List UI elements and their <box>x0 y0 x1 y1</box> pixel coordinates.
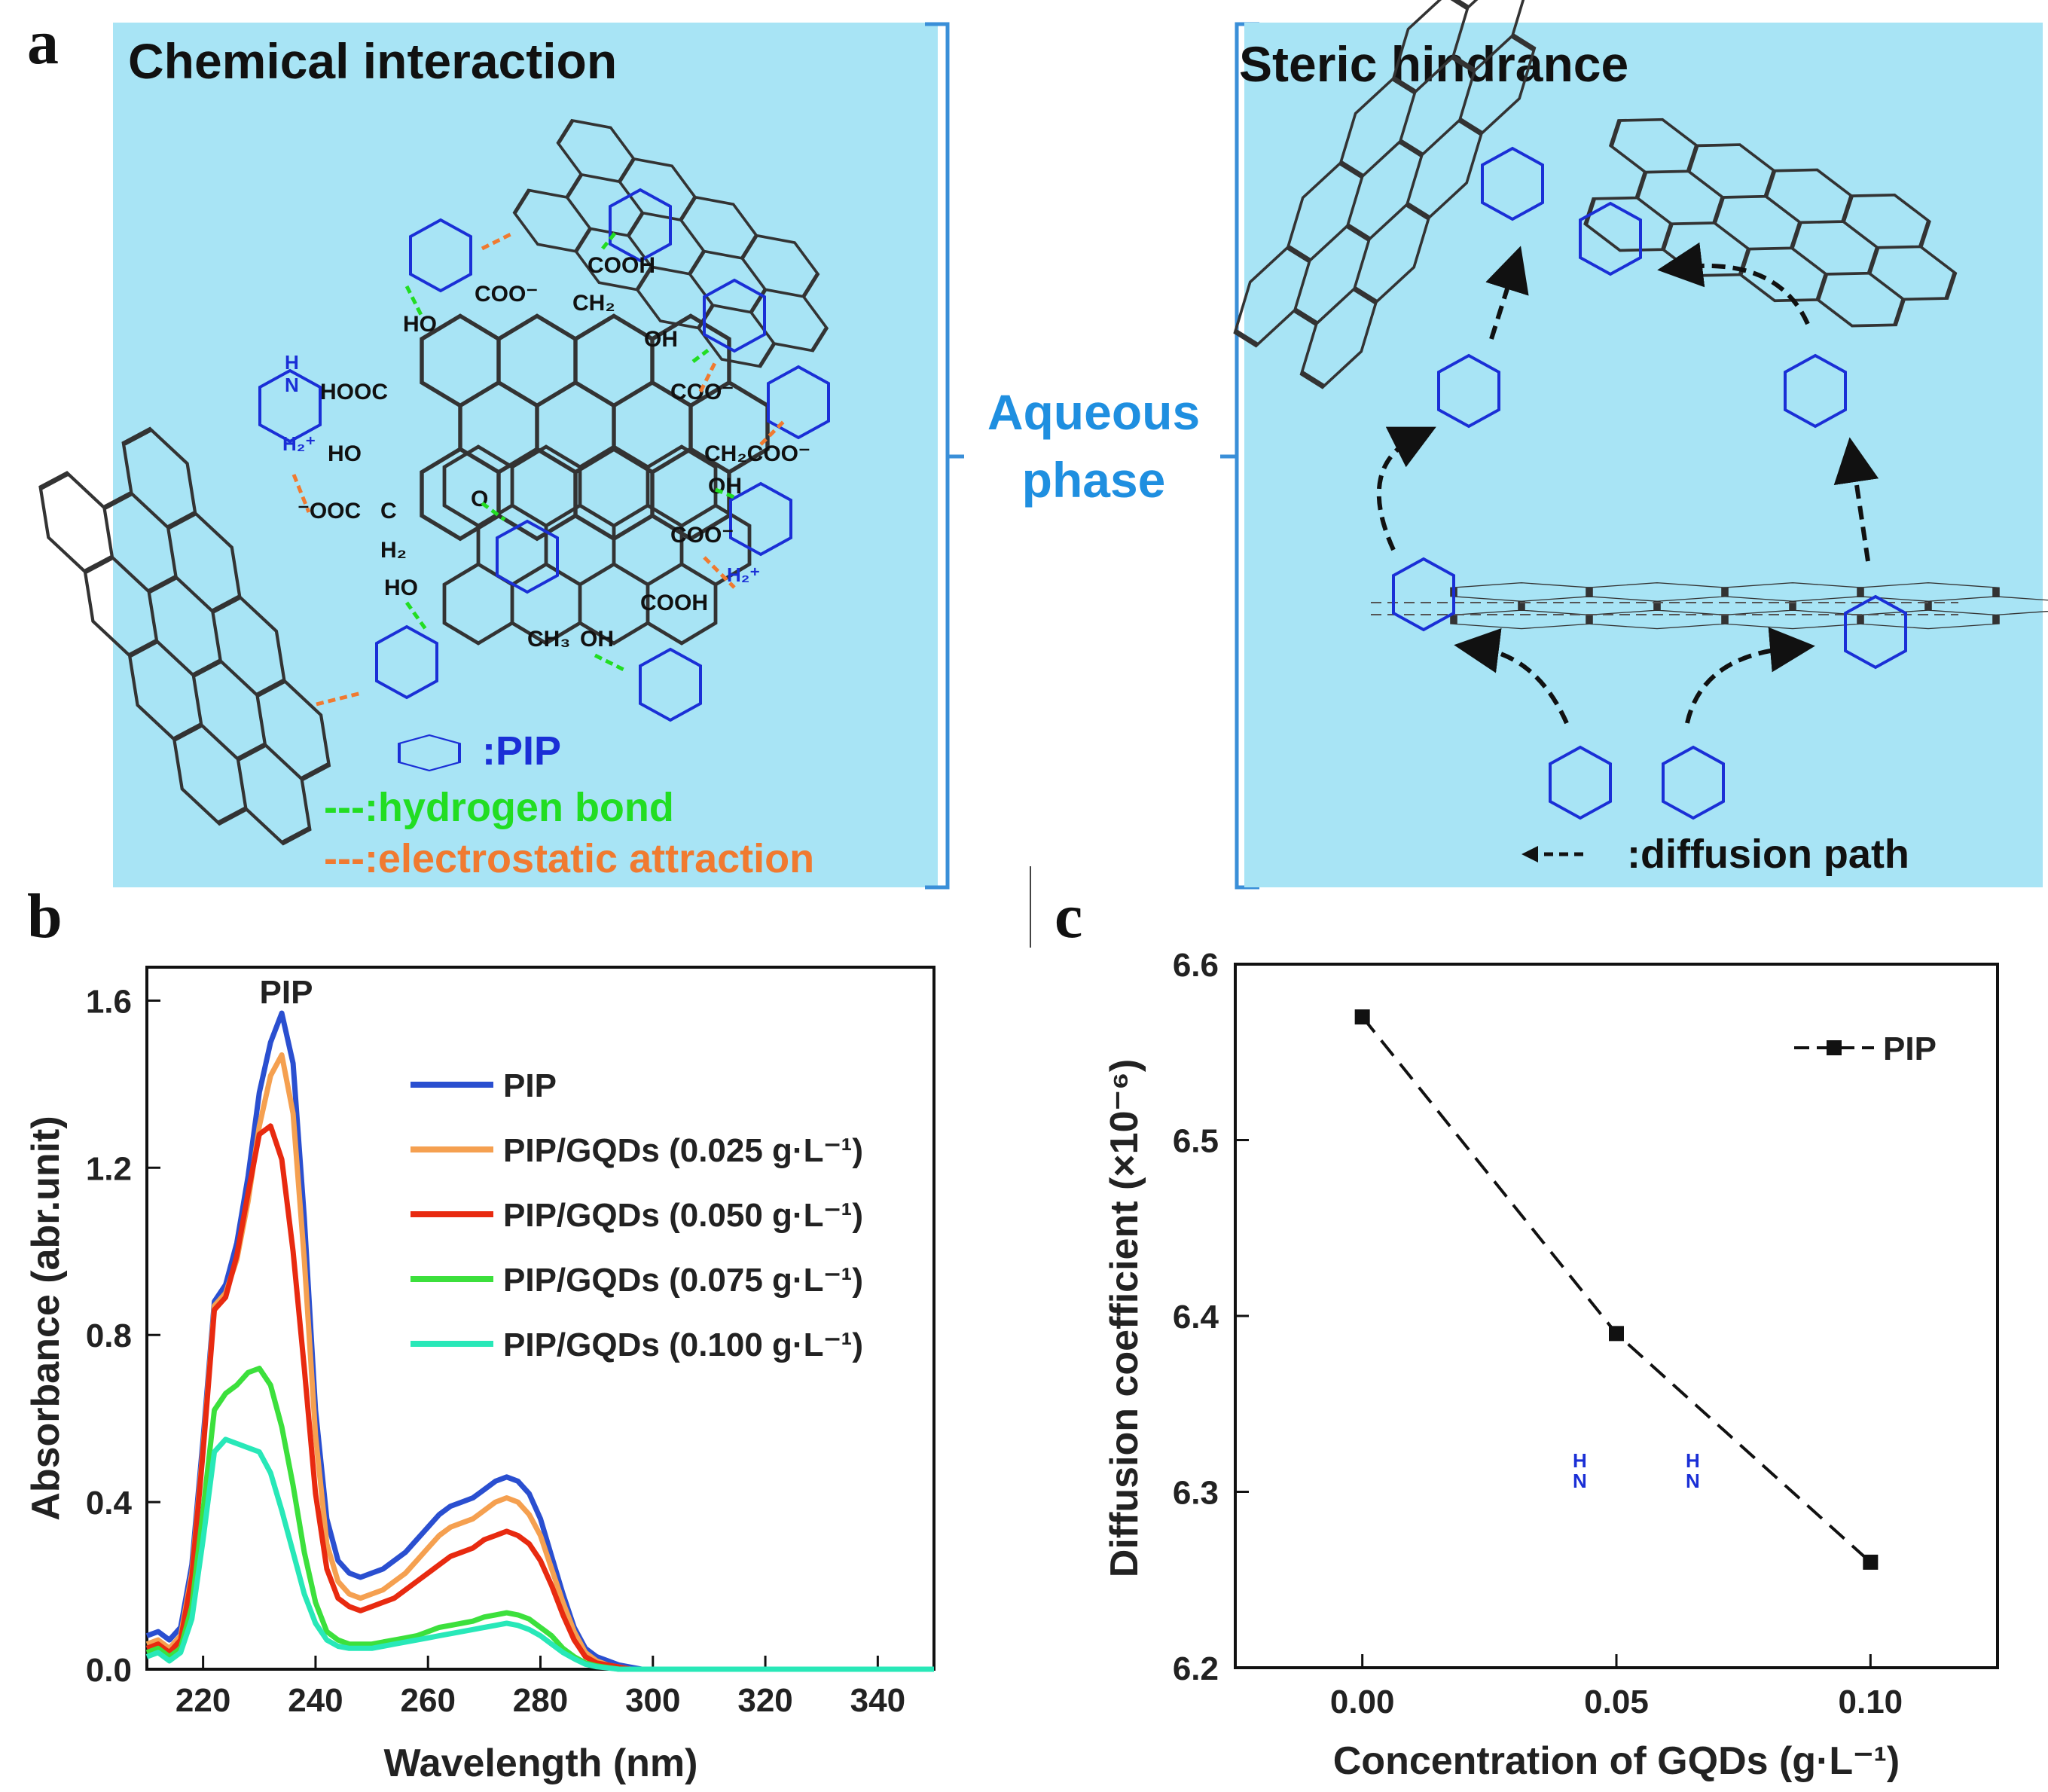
chart-c-xtick-label: 0.05 <box>1584 1684 1649 1720</box>
chart-b-annotation: PIP <box>260 974 313 1011</box>
svg-text:HO: HO <box>384 575 418 600</box>
chart-b-xtick-label: 300 <box>625 1682 680 1719</box>
chart-b-legend-label: PIP/GQDs (0.050 g·L⁻¹) <box>503 1197 863 1234</box>
chart-b-xtick-label: 220 <box>175 1682 230 1719</box>
aqueous-phase-label-2: phase <box>1022 452 1166 508</box>
chart-c-ylabel: Diffusion coefficient (×10⁻⁶) <box>1103 1059 1146 1577</box>
chart-c-ticks: 0.00 0.05 0.10 6.2 6.3 6.4 6.5 6.6 <box>1173 947 1903 1720</box>
chart-b-xtick-label: 260 <box>401 1682 456 1719</box>
svg-text:C: C <box>380 499 397 524</box>
svg-text:OH: OH <box>644 327 678 352</box>
chart-c-series <box>1354 1009 1879 1570</box>
chart-c-ytick-label: 6.5 <box>1173 1123 1219 1160</box>
chart-b-xlabel: Wavelength (nm) <box>384 1742 698 1785</box>
hydrogen-bonds <box>404 228 735 673</box>
chart-c-ytick-label: 6.3 <box>1173 1475 1219 1512</box>
chart-c-ytick-label: 6.6 <box>1173 947 1219 984</box>
svg-text:H₂⁺: H₂⁺ <box>727 563 760 586</box>
chart-b-legend-label: PIP/GQDs (0.100 g·L⁻¹) <box>503 1326 863 1363</box>
svg-text:N: N <box>285 374 299 396</box>
panel-b: b 220 240 260 280 300 320 340 0.0 0.4 0.8 1.2 1.6 P… <box>24 881 935 1785</box>
panel-b-label: b <box>27 881 63 951</box>
svg-text:HOOC: HOOC <box>320 380 388 404</box>
chart-c-legend: PIP <box>1794 1030 1937 1067</box>
svg-text:COOH: COOH <box>640 591 708 615</box>
svg-text:COOH: COOH <box>588 253 655 278</box>
svg-text:OH: OH <box>580 627 614 652</box>
chart-c-legend-label: PIP <box>1883 1030 1937 1067</box>
legend-electrostatic-attraction: ---:electrostatic attraction <box>324 836 814 881</box>
svg-text:COO⁻: COO⁻ <box>475 282 538 307</box>
svg-text:CH₂COO⁻: CH₂COO⁻ <box>704 441 810 466</box>
svg-text:N: N <box>1573 1470 1587 1492</box>
chart-c-legend-marker <box>1827 1040 1842 1055</box>
panel-c: c 0.00 0.05 0.10 6.2 6.3 6.4 6.5 6.6 PIP Concen… <box>1030 866 1999 1783</box>
svg-text:HO: HO <box>403 312 437 337</box>
right-panel-bg <box>1244 23 2043 887</box>
svg-text:H: H <box>1686 1449 1700 1472</box>
chart-c-ytick-label: 6.2 <box>1173 1650 1219 1687</box>
chart-b-legend: PIP PIP/GQDs (0.025 g·L⁻¹) PIP/GQDs (0.050… <box>411 1067 863 1363</box>
svg-text:H: H <box>1573 1449 1587 1472</box>
chart-b-legend-label: PIP/GQDs (0.075 g·L⁻¹) <box>503 1262 863 1299</box>
panel-a-label: a <box>27 8 59 78</box>
chart-b-ytick-label: 1.6 <box>86 983 132 1020</box>
chart-c-series-line <box>1361 1015 1872 1564</box>
chart-c-point <box>1354 1009 1370 1025</box>
chart-b-series <box>145 1010 934 1672</box>
chart-b-ytick-label: 0.4 <box>86 1485 133 1522</box>
svg-text:CH₃: CH₃ <box>527 627 570 652</box>
chart-b-xtick-label: 240 <box>288 1682 343 1719</box>
panel-c-label: c <box>1055 881 1082 951</box>
chart-b-xtick-label: 280 <box>513 1682 568 1719</box>
aqueous-phase-label-1: Aqueous <box>987 384 1200 440</box>
left-panel-title: Chemical interaction <box>128 33 617 89</box>
chart-c-xlabel: Concentration of GQDs (g·L⁻¹) <box>1333 1739 1900 1783</box>
svg-text:H₂⁺: H₂⁺ <box>282 432 316 455</box>
chart-c-point <box>1609 1326 1624 1342</box>
chart-b-xtick-label: 340 <box>850 1682 905 1719</box>
diffusion-arrows <box>1376 242 1879 725</box>
legend-hydrogen-bond: ---:hydrogen bond <box>324 785 674 830</box>
chart-c-frame <box>1234 963 1999 1669</box>
chart-b-ytick-label: 1.2 <box>86 1150 132 1187</box>
panel-a: a Chemical interaction COOH COO⁻ H <box>26 0 2048 1492</box>
chart-c-point <box>1863 1554 1879 1570</box>
chart-b-ytick-label: 0.0 <box>86 1652 132 1689</box>
right-panel-title: Steric hindrance <box>1239 36 1628 92</box>
chart-b-legend-label: PIP <box>503 1067 557 1104</box>
chart-b-ylabel: Absorbance (abr.unit) <box>24 1116 68 1520</box>
svg-text:HO: HO <box>328 441 362 466</box>
chart-c-xtick-label: 0.00 <box>1330 1684 1395 1720</box>
chart-b-ticks: 220 240 260 280 300 320 340 0.0 0.4 0.8 1.2 1.6 <box>86 983 905 1719</box>
svg-text:H: H <box>285 351 299 374</box>
chart-c-ytick-label: 6.4 <box>1173 1299 1219 1336</box>
chart-b-series-line-4 <box>145 1436 934 1672</box>
svg-text:N: N <box>1686 1470 1700 1492</box>
svg-text:COO⁻: COO⁻ <box>670 523 734 548</box>
electrostatic-attractions <box>291 231 785 707</box>
chart-c-xtick-label: 0.10 <box>1839 1684 1903 1720</box>
chart-b-legend-label: PIP/GQDs (0.025 g·L⁻¹) <box>503 1132 863 1169</box>
legend-pip: :PIP <box>482 728 561 774</box>
svg-text:CH₂: CH₂ <box>572 291 615 316</box>
svg-text:OH: OH <box>708 474 742 499</box>
legend-diffusion-path: :diffusion path <box>1627 832 1909 877</box>
chart-b-xtick-label: 320 <box>737 1682 792 1719</box>
svg-text:H₂: H₂ <box>380 538 407 563</box>
chart-b-ytick-label: 0.8 <box>86 1317 132 1354</box>
